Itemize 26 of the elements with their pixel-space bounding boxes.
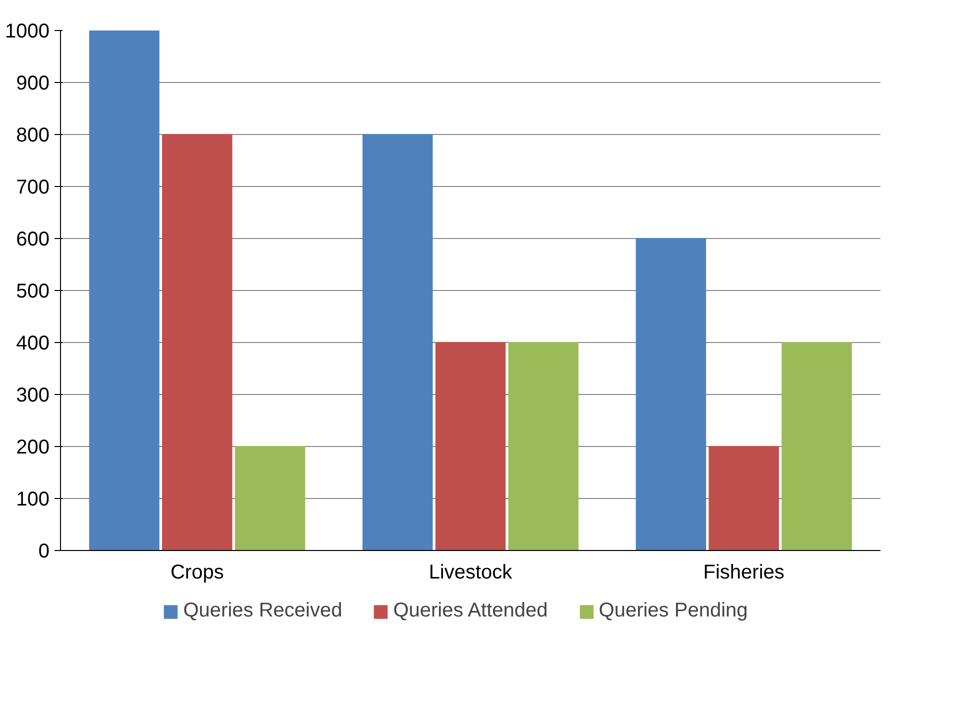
- y-tick-label: 300: [16, 384, 50, 406]
- bar: [162, 134, 232, 550]
- x-tick-label: Livestock: [428, 562, 514, 584]
- bar: [782, 342, 852, 550]
- y-tick-label: 500: [16, 280, 50, 302]
- bar: [234, 446, 306, 550]
- x-tick-label: Fisheries: [703, 562, 784, 584]
- bar: [362, 134, 433, 550]
- legend-label: Queries Pending: [598, 600, 748, 622]
- bar: [636, 238, 706, 550]
- y-tick-label: 200: [16, 436, 50, 458]
- y-tick-label: 1000: [5, 20, 50, 42]
- y-tick-label: 400: [16, 332, 50, 354]
- y-tick-label: 700: [16, 176, 50, 198]
- legend-label: Queries Attended: [393, 600, 548, 622]
- y-tick-label: 0: [38, 540, 50, 562]
- x-tick-label: Crops: [170, 562, 224, 584]
- y-tick-label: 100: [16, 488, 50, 510]
- bar: [435, 342, 506, 550]
- legend-label: Queries Received: [183, 600, 342, 622]
- bar: [89, 30, 160, 550]
- y-tick-label: 600: [16, 228, 50, 250]
- bar: [508, 342, 579, 550]
- y-tick-label: 800: [16, 124, 50, 146]
- bar: [708, 446, 779, 550]
- y-tick-label: 900: [16, 72, 50, 94]
